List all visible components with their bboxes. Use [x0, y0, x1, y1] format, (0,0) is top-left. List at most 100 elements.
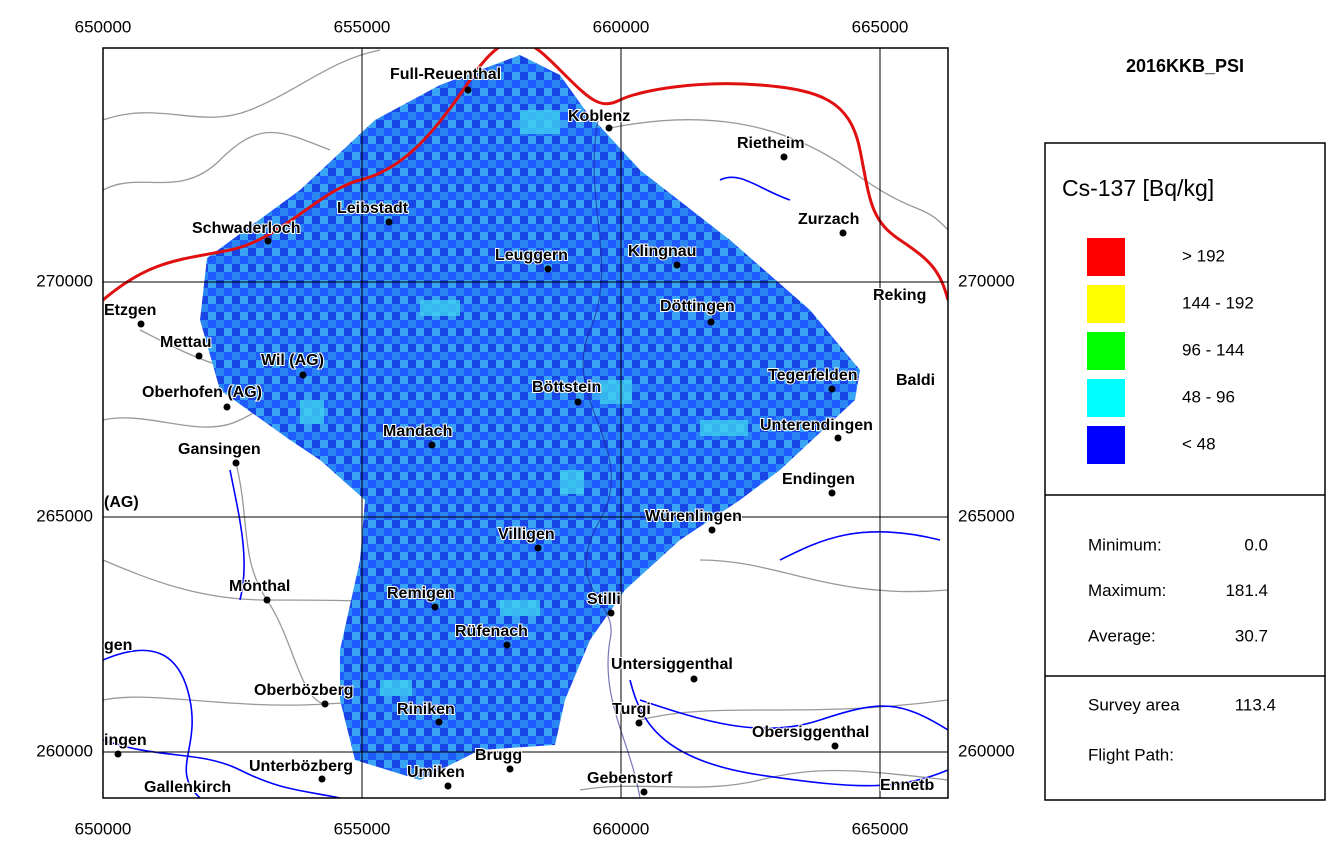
- survey-raster: [200, 55, 860, 780]
- place-label: Wil (AG): [261, 352, 324, 369]
- place-marker: [428, 441, 436, 449]
- place-label: Zurzach: [798, 211, 859, 228]
- legend-label: 144 - 192: [1182, 293, 1254, 312]
- map-title: 2016KKB_PSI: [1126, 56, 1244, 76]
- place-label: Untersiggenthal: [611, 656, 733, 673]
- legend-label: < 48: [1182, 434, 1216, 453]
- place-label: Etzgen: [104, 302, 156, 319]
- place-marker: [263, 596, 271, 604]
- y-tick-label: 270000: [958, 271, 1015, 290]
- place-marker: [834, 434, 842, 442]
- place-label: Oberbözberg: [254, 682, 354, 699]
- place-label: Klingnau: [628, 243, 696, 260]
- legend-panel: Cs-137 [Bq/kg] > 192 144 - 192 96 - 144 48 …: [1044, 142, 1326, 801]
- place-label: Rietheim: [737, 135, 805, 152]
- place-label: (AG): [104, 494, 139, 511]
- place-label: Ennetb: [880, 777, 934, 794]
- place-label: Mönthal: [229, 578, 290, 595]
- place-label: Tegerfelden: [768, 367, 858, 384]
- place-label: Gebenstorf: [587, 770, 673, 787]
- map-body: [103, 48, 948, 798]
- place-label: Remigen: [387, 585, 455, 602]
- place-label: Obersiggenthal: [752, 724, 869, 741]
- x-tick-label: 650000: [75, 819, 132, 838]
- place-label: Rüfenach: [455, 623, 528, 640]
- place-label: Döttingen: [660, 298, 735, 315]
- place-label: Reking: [873, 287, 926, 304]
- stat-value: 30.7: [1235, 626, 1268, 645]
- place-label: Oberhofen (AG): [142, 384, 262, 401]
- x-tick-label: 655000: [334, 819, 391, 838]
- legend-label: 96 - 144: [1182, 340, 1244, 359]
- place-label: Riniken: [397, 701, 455, 718]
- river-aare: [582, 109, 641, 798]
- place-marker: [137, 320, 145, 328]
- y-tick-label: 270000: [36, 271, 93, 290]
- place-marker: [223, 403, 231, 411]
- y-tick-label: 260000: [958, 741, 1015, 760]
- legend-classes: > 192 144 - 192 96 - 144 48 - 96 < 48: [1087, 238, 1254, 464]
- place-label: Stilli: [587, 591, 621, 608]
- stat-value: 0.0: [1244, 535, 1268, 554]
- stat-label: Minimum:: [1088, 535, 1162, 554]
- place-label: Baldi: [896, 372, 935, 389]
- place-label: Würenlingen: [645, 508, 742, 525]
- place-label: ingen: [104, 732, 147, 749]
- place-label: Gallenkirch: [144, 779, 231, 796]
- survey-area-label: Survey area: [1088, 695, 1180, 714]
- place-marker: [607, 609, 615, 617]
- x-tick-label: 655000: [334, 17, 391, 36]
- place-marker: [464, 86, 472, 94]
- place-marker: [534, 544, 542, 552]
- place-label: Gansingen: [178, 441, 261, 458]
- legend-title: Cs-137 [Bq/kg]: [1062, 175, 1214, 201]
- survey-area-value: 113.4: [1235, 695, 1276, 714]
- place-marker: [673, 261, 681, 269]
- place-marker: [318, 775, 326, 783]
- place-marker: [831, 742, 839, 750]
- place-marker: [195, 352, 203, 360]
- raster-highlights: [300, 110, 748, 696]
- place-marker: [321, 700, 329, 708]
- place-label: Mandach: [383, 423, 452, 440]
- place-marker: [828, 489, 836, 497]
- place-marker: [707, 318, 715, 326]
- place-label: Unterendingen: [760, 417, 873, 434]
- place-label: Koblenz: [568, 108, 630, 125]
- place-marker: [605, 124, 613, 132]
- y-tick-label: 260000: [36, 741, 93, 760]
- legend-label: 48 - 96: [1182, 387, 1235, 406]
- place-label: Umiken: [407, 764, 465, 781]
- x-tick-label: 650000: [75, 17, 132, 36]
- place-marker: [299, 371, 307, 379]
- place-marker: [114, 750, 122, 758]
- place-marker: [385, 218, 393, 226]
- place-marker: [690, 675, 698, 683]
- legend-swatch: [1087, 238, 1125, 276]
- legend-swatch: [1087, 285, 1125, 323]
- place-marker: [503, 641, 511, 649]
- place-label: Böttstein: [532, 379, 601, 396]
- legend-swatch: [1087, 379, 1125, 417]
- place-marker: [232, 459, 240, 467]
- stat-label: Average:: [1088, 626, 1156, 645]
- place-label: Turgi: [612, 701, 651, 718]
- place-label: Mettau: [160, 334, 212, 351]
- place-label: Villigen: [498, 526, 555, 543]
- place-label: Full-Reuenthal: [390, 66, 501, 83]
- place-marker: [635, 719, 643, 727]
- place-marker: [431, 603, 439, 611]
- x-tick-label: 660000: [593, 17, 650, 36]
- legend-label: > 192: [1182, 246, 1225, 265]
- place-label: Unterbözberg: [249, 758, 353, 775]
- place-marker: [839, 229, 847, 237]
- legend-swatch: [1087, 426, 1125, 464]
- statistics: Minimum: 0.0 Maximum: 181.4 Average: 30.7: [1088, 535, 1268, 645]
- place-marker: [640, 788, 648, 796]
- rivers: [103, 176, 948, 798]
- x-tick-label: 665000: [852, 819, 909, 838]
- place-marker: [544, 265, 552, 273]
- place-marker: [506, 765, 514, 773]
- place-label: Brugg: [475, 747, 522, 764]
